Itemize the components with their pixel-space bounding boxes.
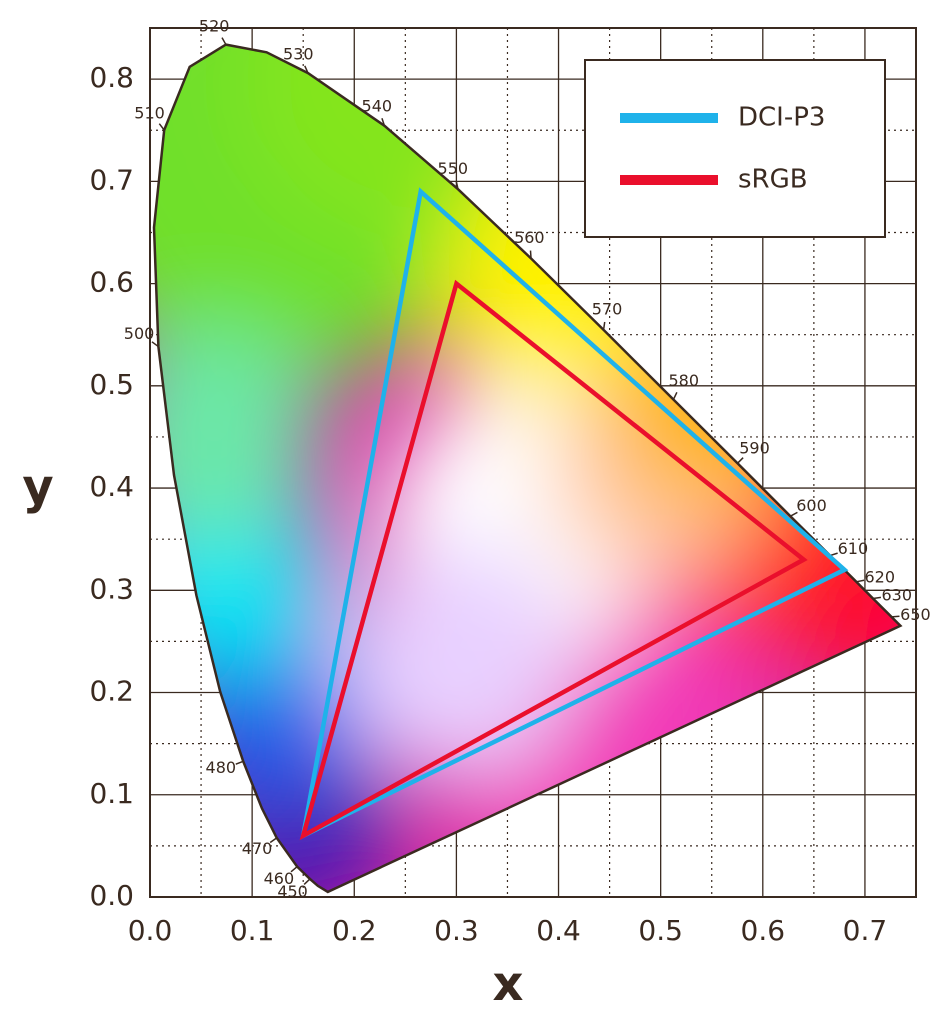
- y-tick-label: 0.8: [89, 61, 134, 94]
- wavelength-label: 630: [882, 585, 913, 604]
- wavelength-label: 460: [264, 869, 295, 888]
- wavelength-tick: [304, 65, 309, 74]
- wavelength-tick: [872, 596, 882, 600]
- wavelength-tick: [221, 37, 227, 45]
- wavelength-label: 500: [124, 324, 155, 343]
- y-tick-label: 0.6: [89, 266, 134, 299]
- x-tick-label: 0.5: [638, 914, 683, 947]
- x-tick-label: 0.6: [741, 914, 786, 947]
- wavelength-label: 560: [514, 228, 545, 247]
- wavelength-label: 480: [206, 758, 237, 777]
- wavelength-label: 580: [668, 371, 699, 390]
- gamut-triangle: [300, 187, 849, 840]
- wavelength-label: 520: [199, 17, 230, 36]
- wavelength-tick: [529, 250, 532, 259]
- y-axis-label: y: [22, 459, 53, 515]
- wavelength-label: 610: [838, 539, 869, 558]
- wavelength-tick: [269, 837, 278, 844]
- wavelength-tick: [381, 118, 386, 127]
- fill-blob: [154, 326, 322, 547]
- plot-frame: [149, 27, 917, 898]
- wavelength-label: 530: [283, 44, 314, 63]
- wavelength-tick: [891, 615, 900, 618]
- wavelength-tick: [790, 511, 798, 517]
- wavelength-tick: [158, 123, 165, 131]
- wavelength-tick: [235, 760, 244, 765]
- y-tick-label: 0.4: [89, 470, 134, 503]
- wavelength-label: 600: [796, 496, 827, 515]
- legend-box: [584, 59, 886, 238]
- x-tick-label: 0.7: [843, 914, 888, 947]
- x-axis-label: x: [493, 956, 524, 1012]
- x-tick-label: 0.2: [332, 914, 377, 947]
- wavelength-label: 620: [865, 567, 896, 586]
- x-tick-label: 0.0: [128, 914, 173, 947]
- wavelength-tick: [455, 181, 459, 190]
- wavelength-tick: [602, 321, 606, 331]
- wavelength-tick: [151, 341, 159, 348]
- legend-label: DCI-P3: [738, 103, 825, 133]
- wavelength-tick: [736, 457, 744, 464]
- wavelength-label: 540: [362, 96, 393, 115]
- wavelength-tick: [672, 391, 678, 400]
- wavelength-tick: [856, 579, 865, 583]
- y-tick-label: 0.7: [89, 163, 134, 196]
- y-tick-label: 0.5: [89, 368, 134, 401]
- y-tick-label: 0.1: [89, 777, 134, 810]
- y-tick-label: 0.3: [89, 572, 134, 605]
- wavelength-tick: [303, 878, 311, 885]
- wavelength-label: 470: [242, 839, 273, 858]
- x-tick-label: 0.4: [536, 914, 581, 947]
- wavelength-label: 570: [592, 300, 623, 319]
- gamut-triangle: [299, 279, 808, 841]
- y-tick-label: 0.2: [89, 675, 134, 708]
- x-tick-label: 0.3: [434, 914, 479, 947]
- legend-label: sRGB: [738, 165, 808, 195]
- y-tick-label: 0.0: [89, 879, 134, 912]
- wavelength-label: 590: [739, 439, 770, 458]
- fill-blob: [336, 541, 577, 782]
- x-tick-label: 0.1: [230, 914, 275, 947]
- legend: DCI-P3 sRGB: [584, 59, 886, 238]
- wavelength-tick: [290, 866, 298, 873]
- wavelength-label: 550: [438, 159, 469, 178]
